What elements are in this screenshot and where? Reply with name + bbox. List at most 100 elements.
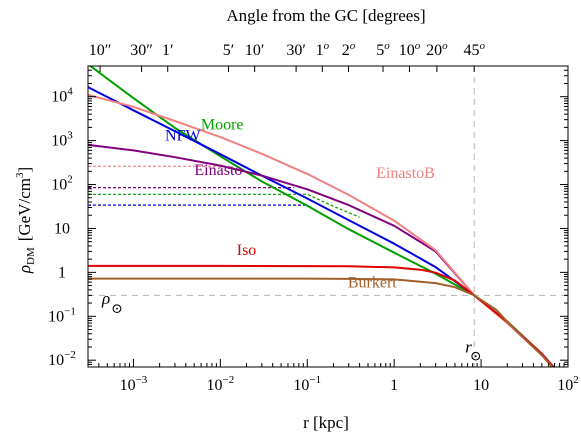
y-axis-rho: ρ xyxy=(15,265,34,274)
top-angle-value: 30 xyxy=(130,42,146,59)
chart-lines xyxy=(88,66,568,367)
top-angle-label: 20o xyxy=(426,40,448,59)
y-tick-label-exp: −1 xyxy=(64,305,76,317)
y-tick-label-base: 10 xyxy=(48,308,64,325)
top-angle-value: 5 xyxy=(223,42,231,59)
top-angle-value: 5 xyxy=(376,42,384,59)
top-angle-unit: o xyxy=(324,40,330,52)
y-tick-label: 10 xyxy=(54,220,70,237)
y-tick-label: 1 xyxy=(58,264,66,281)
y-tick-label-base: 10 xyxy=(51,89,67,106)
y-tick-label-base: 1 xyxy=(58,264,66,281)
top-angle-value: 30 xyxy=(286,42,302,59)
x-tick-label-base: 10 xyxy=(473,377,489,394)
y-axis-unit-close: ] xyxy=(15,167,34,173)
x-tick-label-exp: −1 xyxy=(309,374,321,386)
series-label-einasto: Einasto xyxy=(194,162,242,179)
y-tick-label: 104 xyxy=(51,86,73,106)
top-angle-value: 1 xyxy=(162,42,170,59)
top-angle-label: 5′ xyxy=(223,42,235,59)
series-label-moore: Moore xyxy=(201,116,244,133)
y-axis-unit-sup: 3 xyxy=(14,172,26,178)
top-angle-unit: ′ xyxy=(302,42,306,59)
rho-sun-label: ρ⊙ xyxy=(101,289,123,317)
series-line-nfw xyxy=(88,86,555,367)
y-tick-label-base: 10 xyxy=(51,133,67,150)
top-angle-value: 10 xyxy=(245,42,261,59)
y-tick-label-base: 10 xyxy=(48,352,64,369)
y-tick-label-base: 10 xyxy=(54,220,70,237)
y-tick-label-base: 10 xyxy=(51,177,67,194)
top-angle-unit: o xyxy=(479,40,485,52)
top-angle-value: 10 xyxy=(89,42,105,59)
series-line-einasto xyxy=(88,143,555,367)
y-tick-label: 102 xyxy=(51,174,73,194)
y-tick-label-exp: −2 xyxy=(64,349,76,361)
x-tick-label-exp: 2 xyxy=(573,374,579,386)
y-tick-label: 10−2 xyxy=(48,349,76,369)
series-line-iso xyxy=(88,264,555,367)
x-tick-label: 102 xyxy=(557,374,579,394)
x-tick-label: 10−1 xyxy=(293,374,321,394)
series-dashed-moore xyxy=(88,193,360,218)
top-angle-unit: ′ xyxy=(261,42,265,59)
top-angle-value: 1 xyxy=(316,42,324,59)
y-axis-title: ρDM [GeV/cm3] xyxy=(14,167,37,274)
series-label-iso: Iso xyxy=(237,242,257,259)
series-line-burkert xyxy=(88,277,554,367)
top-angle-label: 30″ xyxy=(130,42,153,59)
x-tick-label-base: 10 xyxy=(557,377,573,394)
top-angle-unit: o xyxy=(384,40,390,52)
y-tick-label-exp: 4 xyxy=(67,86,73,98)
top-angle-unit: o xyxy=(350,40,356,52)
x-tick-label: 1 xyxy=(390,377,398,394)
top-angle-unit: ″ xyxy=(105,42,112,59)
top-angle-label: 30′ xyxy=(286,42,306,59)
r-sun-symbol: r xyxy=(465,337,472,356)
top-angle-unit: ″ xyxy=(146,42,153,59)
x-tick-label: 10−2 xyxy=(206,374,234,394)
top-angle-value: 45 xyxy=(463,42,479,59)
chart-labels: 10−3 10−2 10−1 1 10 10210−210−111010210310410… xyxy=(48,40,579,394)
chart-title: Angle from the GC [degrees] xyxy=(226,6,425,25)
top-angle-label: 2o xyxy=(342,40,356,59)
top-angle-label: 5o xyxy=(376,40,390,59)
y-tick-label: 103 xyxy=(51,130,73,150)
top-angle-value: 20 xyxy=(426,42,442,59)
top-angle-label: 10′ xyxy=(245,42,265,59)
x-tick-label-base: 10 xyxy=(120,377,136,394)
y-axis-unit: [GeV/cm xyxy=(15,178,34,241)
series-line-einastob xyxy=(88,93,554,367)
x-tick-label-base: 10 xyxy=(206,377,222,394)
y-axis-subscript: DM xyxy=(25,247,37,265)
top-angle-unit: ′ xyxy=(231,42,235,59)
axis-ticks xyxy=(87,65,569,368)
y-tick-label-exp: 3 xyxy=(67,130,73,142)
rho-sun-symbol: ρ xyxy=(101,289,110,308)
top-angle-unit: o xyxy=(442,40,448,52)
plot-frame xyxy=(87,65,569,368)
x-tick-label-base: 1 xyxy=(390,377,398,394)
top-angle-label: 10″ xyxy=(89,42,112,59)
x-tick-label: 10 xyxy=(473,377,489,394)
top-angle-label: 1′ xyxy=(162,42,174,59)
r-sun-subscript: ⊙ xyxy=(470,349,482,364)
rho-sun-subscript: ⊙ xyxy=(111,302,123,317)
top-angle-label: 45o xyxy=(463,40,485,59)
top-angle-value: 2 xyxy=(342,42,350,59)
series-line-moore xyxy=(88,66,555,367)
series-label-nfw: NFW xyxy=(165,128,201,145)
top-angle-label: 1o xyxy=(316,40,330,59)
x-tick-label-base: 10 xyxy=(293,377,309,394)
top-angle-value: 10 xyxy=(399,42,415,59)
x-tick-label: 10−3 xyxy=(120,374,148,394)
series-label-burkert: Burkert xyxy=(348,275,397,292)
top-angle-label: 10o xyxy=(399,40,421,59)
y-tick-label-exp: 2 xyxy=(67,174,73,186)
y-tick-label: 10−1 xyxy=(48,305,76,325)
x-axis-title: r [kpc] xyxy=(303,413,349,432)
series-label-einastob: EinastoB xyxy=(376,165,435,182)
top-angle-unit: o xyxy=(415,40,421,52)
top-angle-unit: ′ xyxy=(170,42,174,59)
